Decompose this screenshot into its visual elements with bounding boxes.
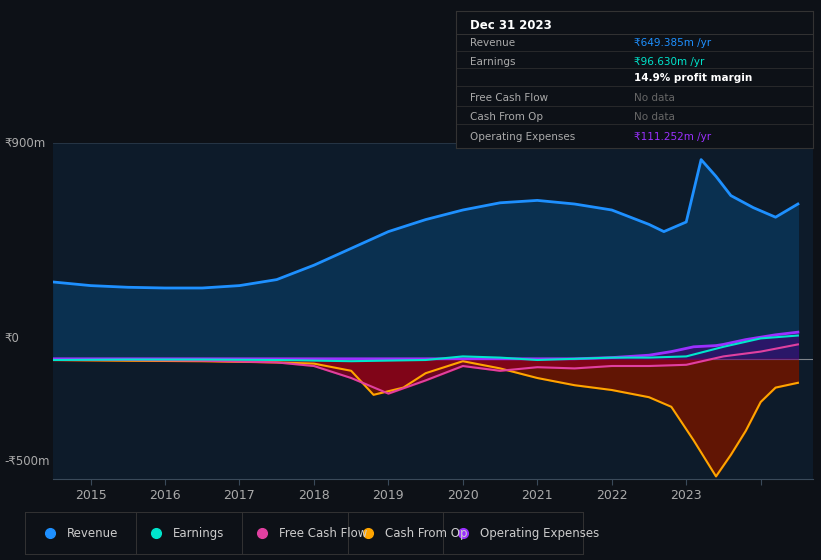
Text: ₹96.630m /yr: ₹96.630m /yr — [635, 57, 704, 67]
Text: ₹900m: ₹900m — [4, 137, 45, 150]
Text: 14.9% profit margin: 14.9% profit margin — [635, 73, 753, 83]
Text: ₹0: ₹0 — [4, 332, 19, 346]
Text: Operating Expenses: Operating Expenses — [479, 527, 599, 540]
Text: Free Cash Flow: Free Cash Flow — [470, 92, 548, 102]
Text: Cash From Op: Cash From Op — [385, 527, 467, 540]
Text: Earnings: Earnings — [470, 57, 516, 67]
Text: Revenue: Revenue — [67, 527, 118, 540]
Text: Cash From Op: Cash From Op — [470, 112, 543, 122]
Text: Earnings: Earnings — [172, 527, 224, 540]
Text: Operating Expenses: Operating Expenses — [470, 132, 576, 142]
Text: -₹500m: -₹500m — [4, 455, 49, 468]
Text: Revenue: Revenue — [470, 38, 515, 48]
Text: No data: No data — [635, 112, 675, 122]
Text: ₹111.252m /yr: ₹111.252m /yr — [635, 132, 711, 142]
Text: Free Cash Flow: Free Cash Flow — [278, 527, 367, 540]
Text: No data: No data — [635, 92, 675, 102]
Text: ₹649.385m /yr: ₹649.385m /yr — [635, 38, 711, 48]
Text: Dec 31 2023: Dec 31 2023 — [470, 20, 552, 32]
